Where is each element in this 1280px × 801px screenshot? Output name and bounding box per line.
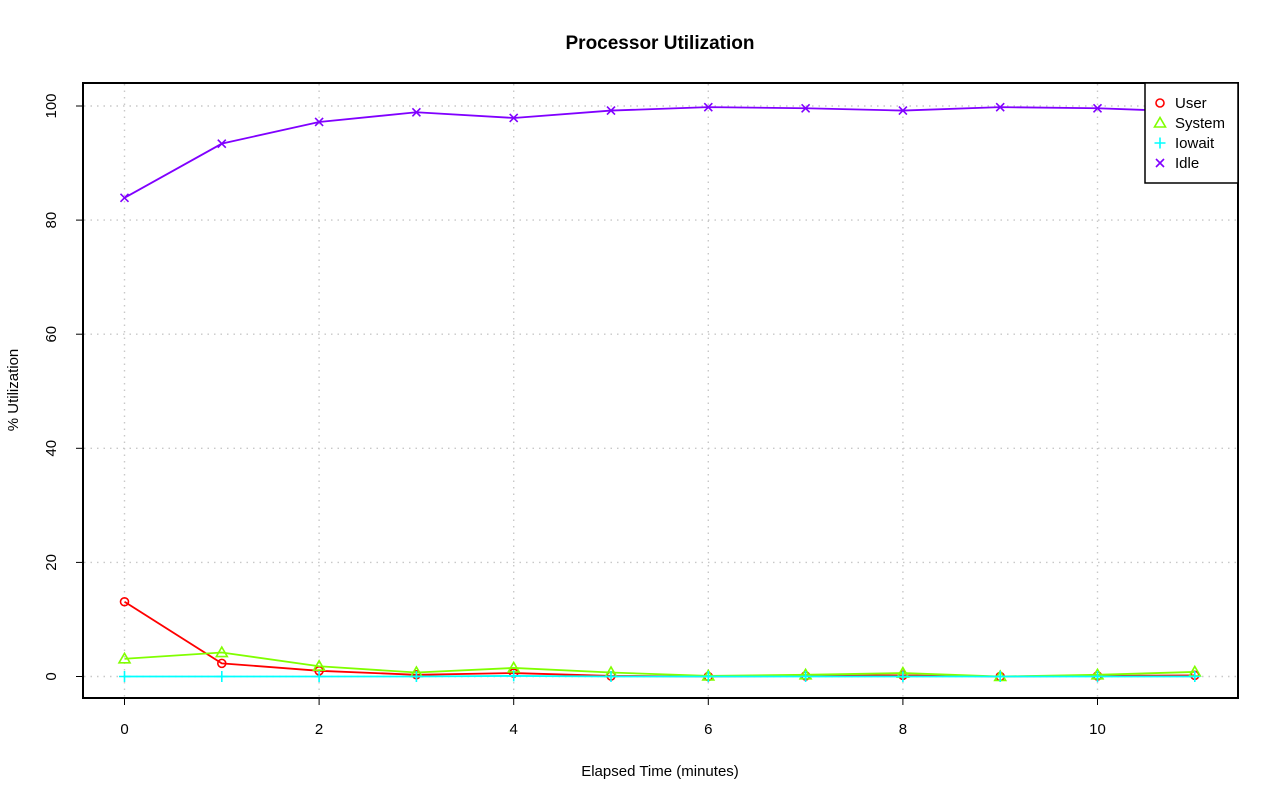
x-tick-label: 2 <box>315 721 323 738</box>
data-point-user <box>217 658 227 669</box>
data-point-idle <box>314 117 324 127</box>
x-tick-label: 6 <box>704 721 712 738</box>
data-point-idle <box>801 103 811 113</box>
y-tick-label: 20 <box>43 554 60 571</box>
data-point-system <box>214 645 229 658</box>
data-point-idle <box>217 139 227 149</box>
data-point-iowait <box>1189 671 1201 682</box>
y-tick-label: 80 <box>43 212 60 229</box>
y-tick-label: 60 <box>43 326 60 343</box>
plot-frame <box>82 82 1239 699</box>
legend-marker-iowait <box>1154 137 1166 149</box>
data-point-iowait <box>605 671 617 682</box>
data-point-idle <box>606 105 616 116</box>
data-point-iowait <box>508 670 520 682</box>
legend-label-user: User <box>1175 95 1207 112</box>
legend-label-system: System <box>1175 115 1225 132</box>
series-user <box>119 596 1200 682</box>
data-point-system <box>117 651 132 664</box>
y-tick-label: 0 <box>43 672 60 680</box>
data-point-user <box>119 596 130 607</box>
data-point-iowait <box>994 671 1006 682</box>
data-point-idle <box>411 107 421 117</box>
y-axis: 0 20 40 60 80 100 <box>43 93 84 681</box>
data-point-iowait <box>313 671 325 682</box>
data-point-idle <box>703 102 713 112</box>
data-point-idle <box>898 105 908 116</box>
x-tick-label: 0 <box>120 721 128 738</box>
data-point-iowait <box>702 671 714 682</box>
x-axis-label: Elapsed Time (minutes) <box>581 763 739 780</box>
data-point-iowait <box>216 671 228 682</box>
x-tick-label: 10 <box>1089 721 1106 738</box>
data-point-idle <box>509 113 519 123</box>
series-line-user <box>124 601 1195 678</box>
series-line-iowait <box>124 675 1195 678</box>
legend-label-iowait: Iowait <box>1175 135 1215 152</box>
y-tick-label: 100 <box>43 93 60 118</box>
x-axis: 0 2 4 6 8 10 <box>120 697 1106 738</box>
series-layer <box>117 102 1202 682</box>
data-point-iowait <box>1092 671 1103 682</box>
legend-marker-user <box>1155 98 1165 108</box>
data-point-system <box>312 659 326 672</box>
data-point-iowait <box>119 671 130 682</box>
legend-marker-system <box>1153 115 1167 128</box>
legend-label-idle: Idle <box>1175 155 1199 172</box>
data-point-iowait <box>897 671 909 682</box>
y-tick-label: 40 <box>43 440 60 457</box>
data-point-iowait <box>410 671 422 682</box>
data-point-iowait <box>800 671 812 682</box>
data-point-idle <box>1092 103 1103 113</box>
data-point-idle <box>119 193 130 203</box>
x-tick-label: 8 <box>899 721 907 738</box>
series-idle <box>119 102 1200 203</box>
data-point-idle <box>995 102 1005 112</box>
grid <box>84 84 1237 697</box>
x-tick-label: 4 <box>510 721 518 738</box>
legend-marker-idle <box>1155 158 1165 168</box>
series-line-system <box>124 651 1195 678</box>
chart-title: Processor Utilization <box>566 33 755 54</box>
legend: User System Iowait Idle <box>1144 82 1239 184</box>
y-axis-label: % Utilization <box>5 349 22 432</box>
series-iowait <box>119 670 1201 682</box>
series-line-idle <box>124 106 1195 199</box>
